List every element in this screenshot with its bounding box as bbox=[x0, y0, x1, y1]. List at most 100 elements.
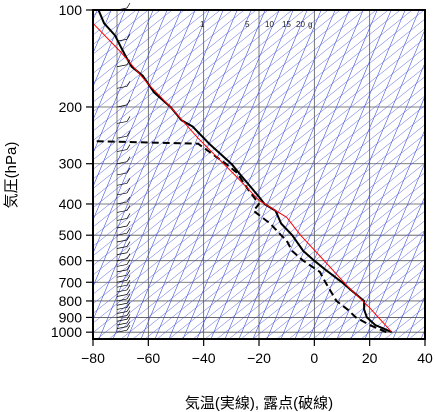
wind-barb bbox=[116, 218, 128, 221]
wind-barb bbox=[116, 322, 128, 326]
wind-barb bbox=[116, 210, 128, 213]
wind-barb-flag bbox=[126, 187, 131, 194]
isotherm-line bbox=[392, 262, 425, 339]
adiabat-line bbox=[93, 10, 233, 122]
wind-barb-flag bbox=[126, 241, 131, 247]
adiabat-line bbox=[93, 18, 425, 285]
adiabat-line bbox=[93, 10, 305, 180]
adiabat-line bbox=[180, 143, 425, 339]
y-tick-label-700: 700 bbox=[59, 274, 83, 290]
x-axis-label: 気温(実線), 露点(破線) bbox=[185, 395, 333, 412]
adiabat-line bbox=[93, 10, 365, 228]
wind-barb bbox=[116, 225, 128, 229]
isotherm-line bbox=[224, 10, 364, 339]
isotherm-line bbox=[280, 10, 420, 339]
adiabat-line bbox=[93, 10, 389, 247]
adiabat-line bbox=[93, 10, 197, 93]
wind-barb-flag bbox=[126, 234, 131, 241]
adiabat-line bbox=[192, 153, 425, 339]
wind-barb-flag bbox=[126, 59, 131, 65]
isotherm-line bbox=[93, 10, 210, 288]
wind-barb-flag bbox=[126, 34, 131, 40]
y-tick-label-1000: 1000 bbox=[51, 324, 82, 340]
wind-barb bbox=[116, 85, 128, 89]
wind-barb bbox=[116, 258, 128, 262]
isotherm-line bbox=[322, 95, 425, 339]
adiabat-line bbox=[93, 10, 269, 151]
wind-barb bbox=[116, 201, 128, 205]
wind-barb bbox=[116, 279, 128, 283]
x-tick-label-40: 40 bbox=[417, 350, 433, 366]
wind-barb bbox=[116, 64, 128, 68]
adiabat-line bbox=[93, 10, 425, 276]
wind-barbs bbox=[116, 2, 131, 333]
mixing-ratio-label: 10 bbox=[265, 20, 274, 29]
x-tick-label--60: −60 bbox=[136, 350, 160, 366]
wind-barb-flag bbox=[126, 293, 131, 300]
adiabat-line bbox=[144, 114, 425, 339]
isotherm-line bbox=[196, 10, 336, 339]
wind-barb-flag bbox=[126, 196, 131, 203]
adiabat-line bbox=[93, 10, 317, 189]
isotherm-line bbox=[168, 10, 308, 339]
isotherm-line bbox=[210, 10, 350, 339]
y-tick-label-100: 100 bbox=[59, 2, 83, 18]
wind-barb-flag bbox=[126, 269, 131, 276]
adiabat-line bbox=[120, 95, 425, 339]
adiabat-line bbox=[93, 10, 221, 113]
mixing-ratio-label: 15 bbox=[282, 20, 291, 29]
adiabat-line bbox=[300, 239, 425, 339]
wind-barb bbox=[116, 104, 128, 108]
adiabat-line bbox=[108, 85, 425, 339]
y-tick-label-800: 800 bbox=[59, 293, 83, 309]
isotherm-line bbox=[336, 128, 425, 339]
isotherm-line bbox=[98, 10, 238, 339]
adiabat-line bbox=[204, 162, 425, 339]
isotherm-line bbox=[238, 10, 378, 339]
isotherm-line bbox=[93, 10, 196, 254]
wind-barb bbox=[116, 252, 128, 256]
mixing-ratio-label: g bbox=[308, 20, 312, 29]
adiabat-line bbox=[348, 277, 425, 339]
isotherm-line bbox=[112, 10, 252, 339]
wind-barb-flag bbox=[126, 306, 131, 312]
wind-barb-flag bbox=[126, 156, 131, 162]
wind-barb bbox=[116, 232, 128, 236]
wind-barb-flag bbox=[126, 317, 131, 324]
adiabat-line bbox=[93, 10, 401, 257]
isotherm-line bbox=[364, 195, 425, 339]
mixing-ratio-label: 5 bbox=[245, 20, 250, 29]
wind-barb bbox=[116, 326, 128, 329]
wind-barb-flag bbox=[126, 220, 131, 227]
wind-barb-flag bbox=[126, 178, 131, 184]
isotherm-line bbox=[406, 295, 425, 339]
adiabat-line bbox=[93, 10, 257, 141]
wind-barb-flag bbox=[126, 213, 131, 219]
wind-barb bbox=[116, 121, 128, 124]
adiabat-line bbox=[93, 66, 425, 333]
wind-barb bbox=[116, 135, 128, 139]
wind-barb-flag bbox=[126, 247, 131, 253]
adiabat-line bbox=[93, 10, 341, 209]
wind-barb bbox=[116, 161, 128, 165]
adiabat-line bbox=[360, 287, 425, 339]
adiabat-line bbox=[93, 57, 425, 324]
isotherm-line bbox=[126, 10, 266, 339]
x-tick-label--20: −20 bbox=[247, 350, 271, 366]
adiabat-line bbox=[93, 10, 293, 170]
x-axis-ticks: −80 −60 −40 −20 0 20 40 bbox=[81, 339, 433, 366]
wind-barb-flag bbox=[126, 81, 131, 87]
adiabat-line bbox=[93, 10, 173, 74]
adiabat-line bbox=[93, 47, 425, 314]
isotherm-line bbox=[93, 10, 168, 188]
adiabat-line bbox=[396, 316, 425, 339]
wind-barb bbox=[116, 172, 128, 176]
isotherm-line bbox=[182, 10, 322, 339]
wind-barb-flag bbox=[126, 324, 131, 331]
y-tick-label-200: 200 bbox=[59, 99, 83, 115]
isotherm-line bbox=[378, 228, 425, 339]
wind-barb bbox=[116, 246, 128, 249]
adiabat-line bbox=[93, 10, 329, 199]
